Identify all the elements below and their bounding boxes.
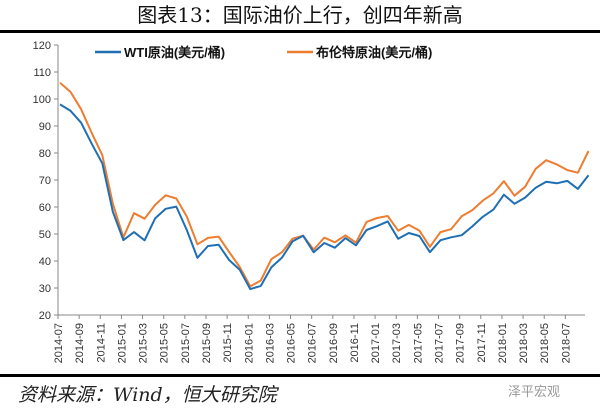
x-tick-label: 2018-03 <box>518 323 530 363</box>
y-tick-label: 50 <box>39 229 51 241</box>
x-tick-label: 2014-09 <box>74 323 86 363</box>
x-tick-label: 2015-07 <box>180 323 192 363</box>
x-tick-label: 2014-11 <box>95 323 107 363</box>
x-tick-label: 2018-07 <box>560 323 572 363</box>
series-line <box>59 103 590 291</box>
x-tick-label: 2015-03 <box>138 323 150 363</box>
x-tick-label: 2014-07 <box>53 323 65 363</box>
y-tick-label: 40 <box>39 256 51 268</box>
x-tick-label: 2016-01 <box>243 323 255 363</box>
legend-label: WTI原油(美元/桶) <box>124 45 225 60</box>
y-tick-label: 30 <box>39 283 51 295</box>
series-line <box>59 82 590 288</box>
footer-divider <box>0 374 600 377</box>
x-tick-label: 2017-01 <box>370 323 382 363</box>
x-tick-label: 2017-09 <box>455 323 467 363</box>
x-tick-label: 2016-11 <box>349 323 361 363</box>
title-divider <box>0 30 600 33</box>
y-tick-label: 70 <box>39 175 51 187</box>
watermark: 泽平宏观 <box>508 385 561 400</box>
x-tick-label: 2017-07 <box>434 323 446 363</box>
x-tick-label: 2016-09 <box>328 323 340 363</box>
x-tick-label: 2017-05 <box>412 323 424 363</box>
legend-label: 布伦特原油(美元/桶) <box>316 45 432 60</box>
x-tick-label: 2015-05 <box>159 323 171 363</box>
x-tick-label: 2016-05 <box>286 323 298 363</box>
x-tick-label: 2018-05 <box>539 323 551 363</box>
x-tick-label: 2015-11 <box>222 323 234 363</box>
x-tick-label: 2018-01 <box>497 323 509 363</box>
x-tick-label: 2017-03 <box>391 323 403 363</box>
y-tick-label: 60 <box>39 202 51 214</box>
x-tick-label: 2015-01 <box>116 323 128 363</box>
chart-title: 图表13：国际油价上行，创四年新高 <box>137 3 463 27</box>
y-tick-label: 120 <box>33 40 51 52</box>
x-tick-label: 2015-09 <box>201 323 213 363</box>
source-note: 资料来源：Wind，恒大研究院 <box>18 384 277 406</box>
y-tick-label: 20 <box>39 310 51 322</box>
y-tick-label: 110 <box>33 67 51 79</box>
line-chart: 20 30 40 50 60 70 80 90 100 110 120 2014-07 2014-09 2… <box>33 40 590 363</box>
x-tick-label: 2017-11 <box>476 323 488 363</box>
y-tick-label: 90 <box>39 121 51 133</box>
x-tick-label: 2016-03 <box>264 323 276 363</box>
y-tick-label: 80 <box>39 148 51 160</box>
x-tick-label: 2016-07 <box>307 323 319 363</box>
y-tick-label: 100 <box>33 94 51 106</box>
